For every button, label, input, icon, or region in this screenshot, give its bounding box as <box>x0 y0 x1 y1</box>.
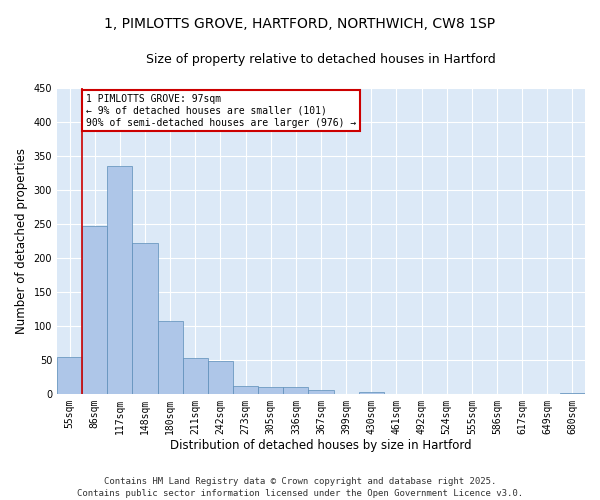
Text: Contains HM Land Registry data © Crown copyright and database right 2025.
Contai: Contains HM Land Registry data © Crown c… <box>77 476 523 498</box>
Title: Size of property relative to detached houses in Hartford: Size of property relative to detached ho… <box>146 52 496 66</box>
Bar <box>158 321 183 394</box>
Bar <box>560 393 585 394</box>
Bar <box>183 358 208 394</box>
Bar <box>283 387 308 394</box>
Bar <box>208 361 233 394</box>
Text: 1, PIMLOTTS GROVE, HARTFORD, NORTHWICH, CW8 1SP: 1, PIMLOTTS GROVE, HARTFORD, NORTHWICH, … <box>104 18 496 32</box>
Bar <box>82 226 107 394</box>
Text: 1 PIMLOTTS GROVE: 97sqm
← 9% of detached houses are smaller (101)
90% of semi-de: 1 PIMLOTTS GROVE: 97sqm ← 9% of detached… <box>86 94 356 128</box>
Bar <box>308 390 334 394</box>
Bar <box>359 392 384 394</box>
X-axis label: Distribution of detached houses by size in Hartford: Distribution of detached houses by size … <box>170 440 472 452</box>
Bar <box>258 387 283 394</box>
Y-axis label: Number of detached properties: Number of detached properties <box>15 148 28 334</box>
Bar <box>57 357 82 394</box>
Bar <box>233 386 258 394</box>
Bar <box>107 166 133 394</box>
Bar <box>133 242 158 394</box>
